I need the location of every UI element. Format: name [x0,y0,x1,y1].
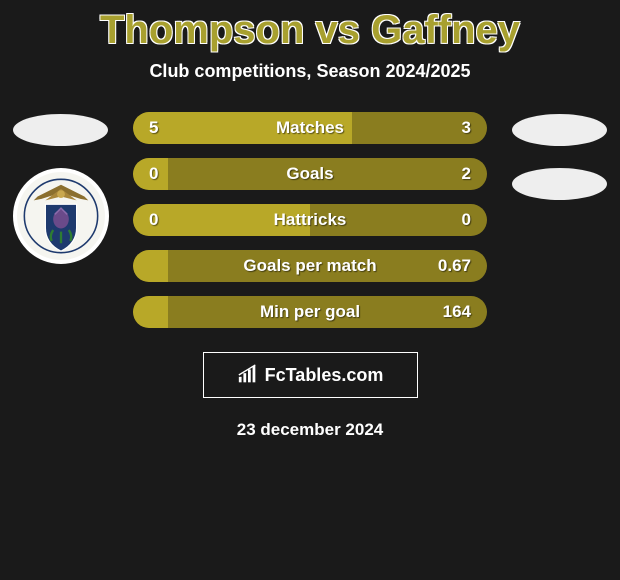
page-title: Thompson vs Gaffney [0,8,620,53]
player-photo-placeholder-right [512,114,607,146]
stat-label: Goals [286,164,333,184]
stat-right-value: 164 [443,302,471,322]
stat-bar-goals: 0 Goals 2 [133,158,487,190]
stat-left-value: 0 [149,210,158,230]
right-side [507,112,612,200]
stat-left-value: 0 [149,164,158,184]
stat-bar-min-per-goal: Min per goal 164 [133,296,487,328]
branding-box[interactable]: FcTables.com [203,352,418,398]
stat-label: Goals per match [243,256,376,276]
date-label: 23 december 2024 [0,420,620,440]
stat-right-value: 3 [462,118,471,138]
stat-right-value: 0.67 [438,256,471,276]
stat-fill [133,296,168,328]
bar-chart-icon [237,364,259,386]
stat-right-value: 2 [462,164,471,184]
branding-text: FcTables.com [265,365,384,386]
stat-label: Hattricks [274,210,347,230]
left-side [8,112,113,264]
stat-bar-matches: 5 Matches 3 [133,112,487,144]
stat-left-value: 5 [149,118,158,138]
player-photo-placeholder-left [13,114,108,146]
comparison-card: Thompson vs Gaffney Club competitions, S… [0,0,620,448]
stat-fill [133,250,168,282]
stat-right-value: 0 [462,210,471,230]
club-logo-placeholder-right [512,168,607,200]
stat-label: Min per goal [260,302,360,322]
crest-icon [22,177,100,255]
stats-column: 5 Matches 3 0 Goals 2 0 Hattricks 0 Goal… [133,112,487,328]
stat-bar-hattricks: 0 Hattricks 0 [133,204,487,236]
body-row: 5 Matches 3 0 Goals 2 0 Hattricks 0 Goal… [0,112,620,328]
club-crest-left [13,168,109,264]
stat-label: Matches [276,118,344,138]
stat-bar-goals-per-match: Goals per match 0.67 [133,250,487,282]
subtitle: Club competitions, Season 2024/2025 [0,61,620,82]
